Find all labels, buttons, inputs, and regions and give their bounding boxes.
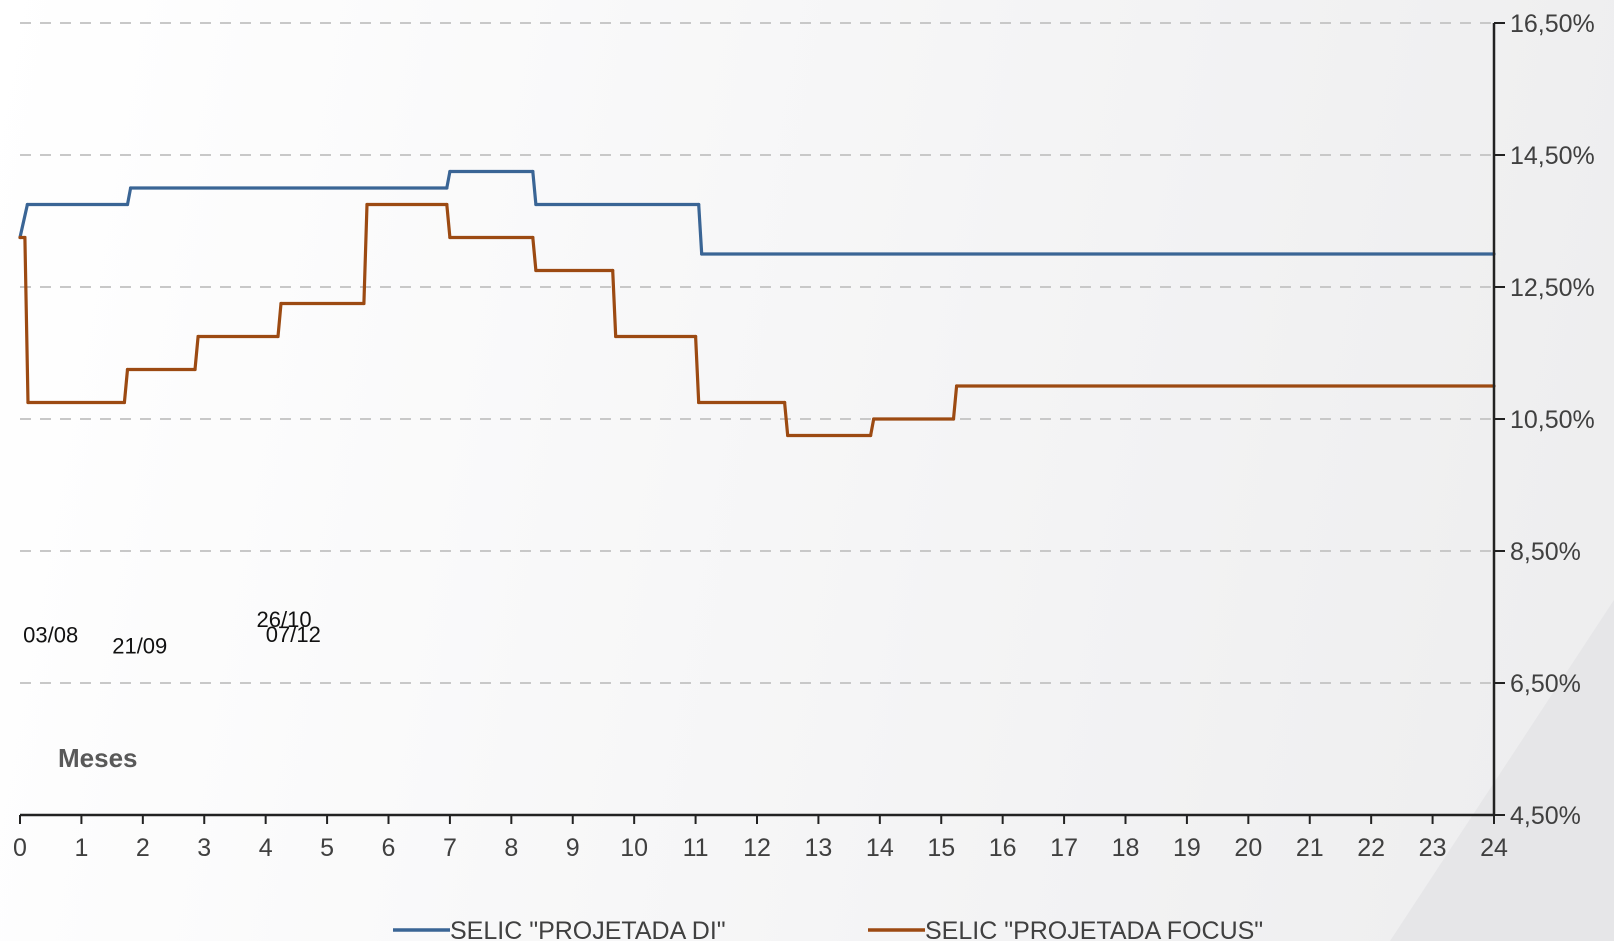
x-tick-label: 21 [1296,834,1324,862]
series-layer [18,169,1496,438]
x-tick-label: 3 [197,834,211,862]
data-point [872,417,876,421]
data-point [125,367,130,372]
x-tick-label: 12 [743,834,771,862]
data-point [128,186,133,190]
y-tick-label: 16,50% [1510,10,1595,38]
data-point [23,235,27,240]
data-point [611,268,615,273]
legend-label: SELIC "PROJETADA FOCUS" [925,917,1263,941]
data-point [276,334,280,339]
data-point [365,202,369,207]
data-point [700,252,704,256]
x-tick-label: 7 [443,834,457,862]
series-line-1 [20,202,1494,438]
x-tick-label: 5 [320,834,334,862]
x-tick-label: 14 [866,834,894,862]
x-tick-label: 10 [620,834,648,862]
data-point [25,202,29,207]
data-point [193,367,197,372]
legend: SELIC "PROJETADA DI" SELIC "PROJETADA FOC… [393,917,1263,941]
date-annotation: 07/12 [266,622,321,647]
x-tick-label: 0 [13,834,27,862]
x-tick-label: 22 [1357,834,1385,862]
data-point [362,301,366,306]
data-point [786,433,790,438]
data-point [448,235,452,240]
data-point [445,202,449,207]
axes [19,22,1505,824]
x-axis-title: Meses [58,743,138,773]
x-tick-label: 8 [504,834,518,862]
legend-label: SELIC "PROJETADA DI" [450,917,726,941]
background-decoration [1390,600,1614,941]
x-tick-label: 18 [1112,834,1140,862]
x-tick-label: 16 [989,834,1017,862]
x-tick-label: 23 [1419,834,1447,862]
x-tick-label: 19 [1173,834,1201,862]
data-point [955,384,959,388]
data-point [951,417,956,421]
y-tick-label: 4,50% [1510,802,1581,830]
data-point [531,235,535,240]
x-tick-label: 15 [927,834,955,862]
data-point [869,433,873,438]
x-tick-label: 11 [683,834,709,862]
data-point [196,334,200,339]
grid-lines [20,22,1494,684]
date-annotation: 03/08 [23,623,78,648]
data-point [783,400,787,405]
y-tick-label: 10,50% [1510,406,1595,434]
series-line-0 [18,169,1494,256]
data-point [448,169,452,174]
x-tick-label: 9 [566,834,580,862]
labels: 16,50% 14,50% 12,50% 10,50% 8,50% 6,50% 4,50% 0… [13,10,1595,862]
x-tick-label: 20 [1234,834,1262,862]
date-annotation: 21/09 [112,633,167,658]
y-tick-label: 12,50% [1510,274,1595,302]
data-point [534,268,538,273]
data-point [697,202,701,207]
x-tick-label: 6 [382,834,396,862]
y-tick-label: 6,50% [1510,670,1581,698]
x-tick-label: 24 [1480,834,1508,862]
data-point [534,202,538,207]
data-point [279,301,283,306]
x-tick-label: 2 [136,834,150,862]
x-tick-label: 17 [1050,834,1078,862]
x-tick-label: 1 [74,834,88,862]
data-point [531,169,535,174]
y-tick-label: 14,50% [1510,142,1595,170]
y-tick-label: 8,50% [1510,538,1581,566]
data-point [122,400,127,405]
data-point [125,202,130,207]
data-point [697,400,701,405]
x-tick-label: 13 [805,834,833,862]
date-annotation: 26/10 [257,607,312,632]
data-point [445,186,449,190]
data-point [26,400,30,405]
data-point [614,334,618,339]
data-point [18,235,22,240]
x-tick-label: 4 [259,834,273,862]
data-point [693,334,698,339]
